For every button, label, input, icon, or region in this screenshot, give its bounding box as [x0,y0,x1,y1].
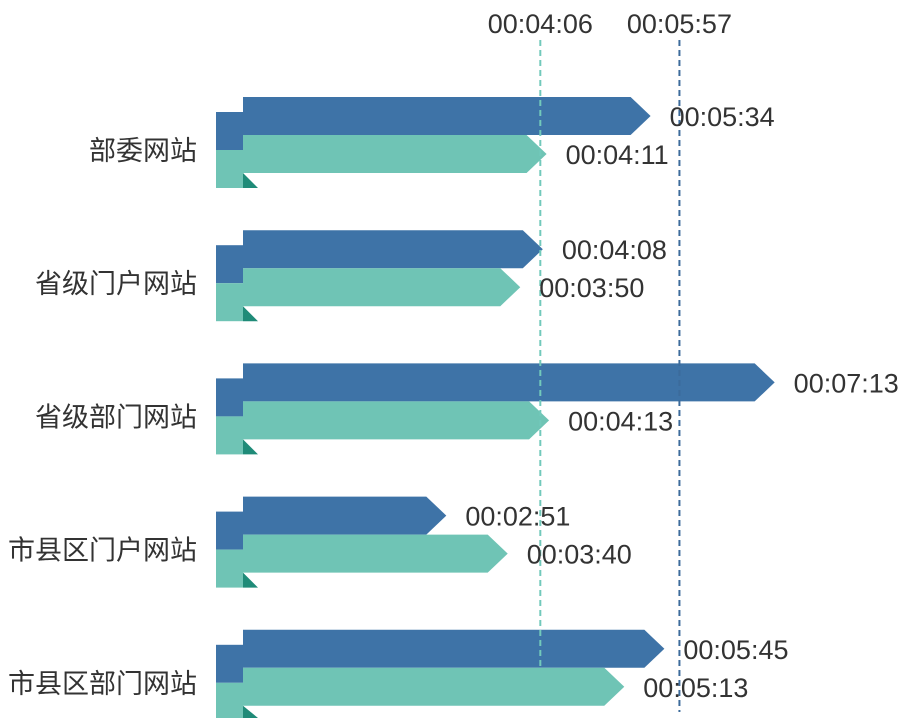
ribbon-tail [216,150,243,188]
value-label: 00:05:34 [670,102,775,132]
bars-layer [216,97,775,718]
ribbon-tail [216,549,243,588]
bar [243,135,547,173]
bar [243,268,521,307]
ribbon-tail [216,644,243,683]
category-group [216,230,543,322]
ribbon-fold [243,572,258,588]
reference-line-label: 00:04:06 [488,9,593,39]
ribbon-fold [243,173,258,188]
bar [243,363,775,402]
ribbon-fold [243,306,258,322]
ribbon-tail [216,682,243,718]
bar [243,496,447,535]
value-label: 00:04:13 [568,406,673,436]
ribbon-tail [216,416,243,455]
ribbon-tail [216,511,243,550]
category-label: 市县区部门网站 [8,669,197,700]
reference-lines-layer [539,40,681,712]
bar [243,667,625,706]
bar [243,401,550,440]
category-label: 市县区门户网站 [8,536,197,567]
bar [243,629,665,668]
ribbon-tail [216,112,243,150]
category-group [216,97,651,188]
value-label: 00:04:08 [562,235,667,265]
ribbon-fold [243,705,258,718]
category-group [216,363,775,455]
value-label: 00:05:45 [683,635,788,665]
ribbon-tail [216,245,243,284]
reference-line-label: 00:05:57 [627,9,732,39]
value-label: 00:02:51 [465,502,570,532]
category-label: 省级部门网站 [35,402,197,433]
value-label: 00:07:13 [794,368,899,398]
category-group [216,629,665,718]
value-label: 00:05:13 [643,673,748,703]
bar [243,534,508,573]
ribbon-tail [216,283,243,322]
value-label: 00:03:40 [527,540,632,570]
value-label: 00:03:50 [539,273,644,303]
category-group [216,496,508,588]
ribbon-tail [216,378,243,417]
bar [243,97,651,135]
value-label: 00:04:11 [566,140,669,170]
ribbon-fold [243,439,258,455]
category-label: 省级门户网站 [35,269,197,300]
bar [243,230,543,269]
category-label: 部委网站 [89,136,197,167]
